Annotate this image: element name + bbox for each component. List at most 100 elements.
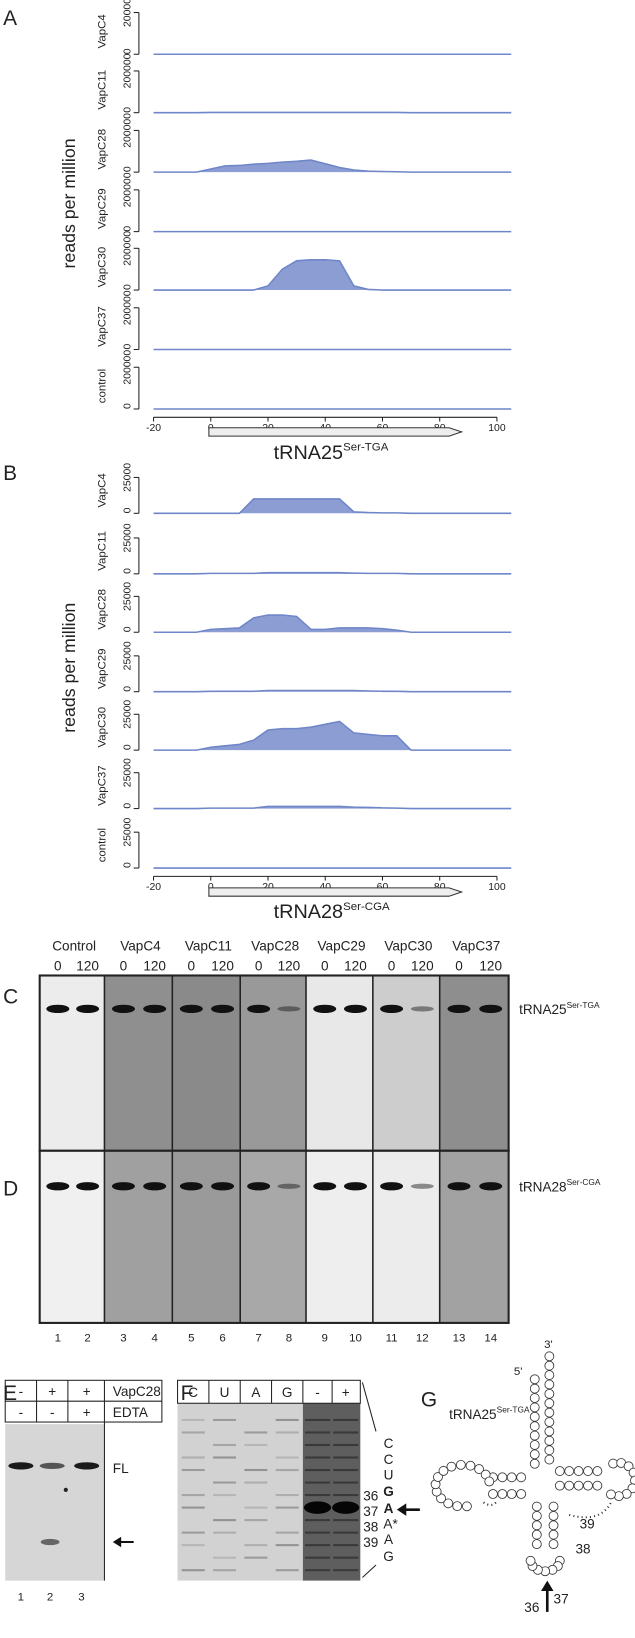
- seq-band: [244, 1556, 268, 1559]
- nucleotide: [544, 1360, 555, 1371]
- band: [447, 1004, 471, 1014]
- seq-band: [244, 1431, 268, 1434]
- lane-label: A: [251, 1385, 261, 1400]
- nucleotide: [583, 1466, 593, 1476]
- area-fill: [153, 806, 512, 809]
- seq-band: [213, 1418, 237, 1421]
- band: [332, 1501, 360, 1514]
- panel-label: E: [3, 1382, 17, 1405]
- lane-number: 6: [219, 1333, 225, 1345]
- band: [39, 1462, 65, 1469]
- lane-number: 1: [18, 1591, 24, 1603]
- bracket: [361, 1382, 377, 1432]
- band: [479, 1182, 503, 1191]
- group-label: Control: [52, 938, 96, 953]
- cell: -: [19, 1405, 24, 1420]
- x-tick-label: -20: [146, 423, 161, 434]
- y-tick-label: 0: [123, 686, 134, 692]
- gene-arrow: [208, 427, 464, 437]
- y-tick-label: 0: [123, 507, 134, 513]
- band: [143, 1004, 167, 1014]
- sequence: G: [383, 1484, 394, 1499]
- nucleotide: [506, 1472, 517, 1483]
- y-tick-label: 200000: [123, 172, 134, 207]
- nucleotide: [544, 1435, 555, 1446]
- nucleotide: [462, 1501, 472, 1512]
- gel-lane-bg: [240, 1150, 307, 1323]
- seq-band: [333, 1556, 359, 1559]
- time-label: 0: [388, 958, 396, 973]
- band-label: FL: [113, 1461, 129, 1476]
- band: [380, 1004, 404, 1014]
- seq-band: [213, 1519, 237, 1522]
- nucleotide: [497, 1489, 508, 1499]
- band: [76, 1182, 100, 1191]
- y-tick-label: 0: [123, 803, 134, 809]
- nucleotide: [544, 1370, 555, 1380]
- nucleotide: [438, 1466, 449, 1476]
- time-label: 120: [211, 958, 234, 973]
- band: [410, 1006, 434, 1012]
- nucleotide: [548, 1529, 559, 1540]
- band: [303, 1501, 332, 1514]
- nucleotide: [608, 1458, 619, 1469]
- nucleotide: [529, 1374, 540, 1385]
- seq-band: [304, 1544, 331, 1547]
- band: [211, 1004, 235, 1014]
- area-line: [153, 498, 512, 515]
- panel-label: G: [421, 1388, 437, 1411]
- seq-band: [181, 1431, 205, 1434]
- band: [313, 1004, 337, 1014]
- seq-band: [213, 1456, 237, 1459]
- position: 38: [575, 1541, 590, 1556]
- lane-number: 9: [322, 1333, 328, 1345]
- position: 38: [363, 1520, 378, 1535]
- x-tick-label: 100: [488, 423, 506, 434]
- sequence: C: [384, 1436, 394, 1451]
- lane-number: 4: [151, 1333, 158, 1345]
- time-label: 120: [344, 958, 367, 973]
- nucleotide: [529, 1421, 540, 1432]
- gel-lane-bg: [372, 975, 440, 1151]
- seq-band: [304, 1456, 331, 1459]
- gene-label: tRNA25Ser-TGA: [274, 442, 389, 464]
- y-tick-label: 0: [123, 744, 134, 750]
- y-tick-label: 25000: [123, 758, 134, 787]
- y-tick-label: 200000: [123, 231, 134, 266]
- nucleotide: [573, 1466, 584, 1476]
- nucleotide: [525, 1555, 536, 1566]
- track-label: VapC11: [96, 531, 108, 571]
- row-label: EDTA: [113, 1405, 149, 1420]
- band: [111, 1004, 135, 1014]
- cell: +: [83, 1405, 91, 1420]
- gene-arrow: [208, 887, 464, 897]
- panel-label: A: [3, 7, 17, 30]
- lane-number: 1: [55, 1333, 61, 1345]
- area-fill: [153, 498, 512, 514]
- nucleotide: [554, 1480, 565, 1491]
- area-line: [153, 571, 512, 575]
- time-label: 0: [255, 958, 263, 973]
- y-tick-label: 25000: [123, 523, 134, 552]
- gene-sup: Ser-CGA: [343, 901, 390, 913]
- seq-band: [304, 1468, 331, 1472]
- area-fill: [153, 615, 512, 633]
- seq-band: [275, 1531, 299, 1534]
- band: [247, 1182, 271, 1191]
- time-label: 120: [479, 958, 502, 973]
- area-fill: [153, 721, 512, 751]
- seq-band: [275, 1494, 299, 1497]
- x-tick-label: -20: [146, 882, 161, 893]
- gene-name: tRNA25: [274, 442, 343, 464]
- gel-lane-bg: [306, 1150, 373, 1323]
- group-label: VapC29: [318, 938, 366, 953]
- lane-number: 2: [84, 1333, 90, 1345]
- nucleotide: [544, 1426, 555, 1437]
- lane-number: 14: [484, 1333, 497, 1345]
- nucleotide: [592, 1480, 603, 1491]
- band: [40, 1538, 60, 1546]
- variable-loop: [568, 1501, 612, 1519]
- seq-band: [181, 1531, 205, 1534]
- seq-band: [275, 1418, 299, 1421]
